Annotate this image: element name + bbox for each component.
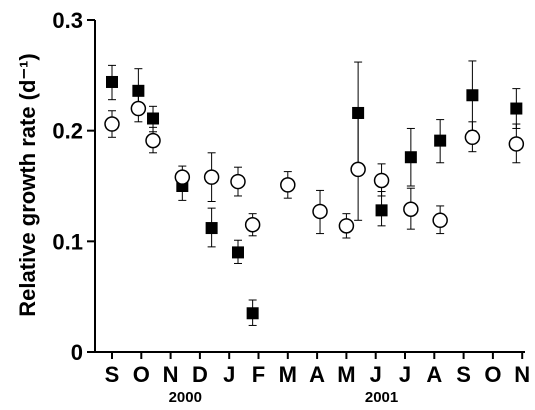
x-tick-label: A [309,362,325,387]
data-point-square [375,204,388,217]
data-point-circle [174,169,191,185]
data-point-square [434,134,447,147]
data-point-circle [104,116,120,132]
data-point-circle [230,173,246,190]
data-marks [104,60,525,326]
x-tick-label: S [456,362,471,387]
data-point-circle [203,169,220,185]
x-tick-label: D [192,362,208,387]
data-point-circle [280,177,296,193]
data-point-circle [244,216,261,233]
data-point-square [510,102,523,115]
x-tick-label: O [133,362,150,387]
x-tick-label: M [337,362,355,387]
y-tick-label: 0 [71,340,83,365]
data-point-circle [350,161,366,178]
x-tick-label: O [484,362,501,387]
x-tick-label: J [399,362,411,387]
data-point-circle [130,100,147,117]
year-label: 2000 [169,389,202,406]
data-point-square [132,84,145,97]
x-tick-label: F [252,362,265,387]
year-labels: 2000 2001 [169,389,399,406]
data-point-circle [312,203,328,220]
y-axis-ticks: 0 0.1 0.2 0.3 [52,8,95,365]
y-tick-label: 0.3 [52,8,83,33]
y-tick-label: 0.2 [52,119,83,144]
data-point-circle [338,218,355,234]
data-point-square [352,106,365,119]
data-point-square [404,151,417,164]
year-label: 2001 [365,389,398,406]
x-tick-label: M [279,362,297,387]
data-point-square [205,222,218,235]
data-point-circle [464,129,481,146]
x-tick-label: J [370,362,382,387]
data-point-circle [508,136,525,152]
data-point-square [466,89,479,102]
x-tick-label: J [223,362,235,387]
data-point-circle [403,201,419,217]
axes [94,20,525,353]
data-point-square [147,112,160,125]
data-point-circle [145,132,161,149]
data-point-square [246,307,259,320]
x-tick-label: N [163,362,179,387]
x-tick-label: N [514,362,530,387]
x-tick-label: S [105,362,120,387]
data-point-circle [373,172,390,189]
data-point-square [106,75,118,88]
data-point-square [231,246,244,259]
y-axis-label: Relative growth rate (d⁻¹) [15,53,40,316]
y-tick-label: 0.1 [52,229,83,254]
x-tick-label: A [426,362,442,387]
data-point-circle [432,212,448,229]
